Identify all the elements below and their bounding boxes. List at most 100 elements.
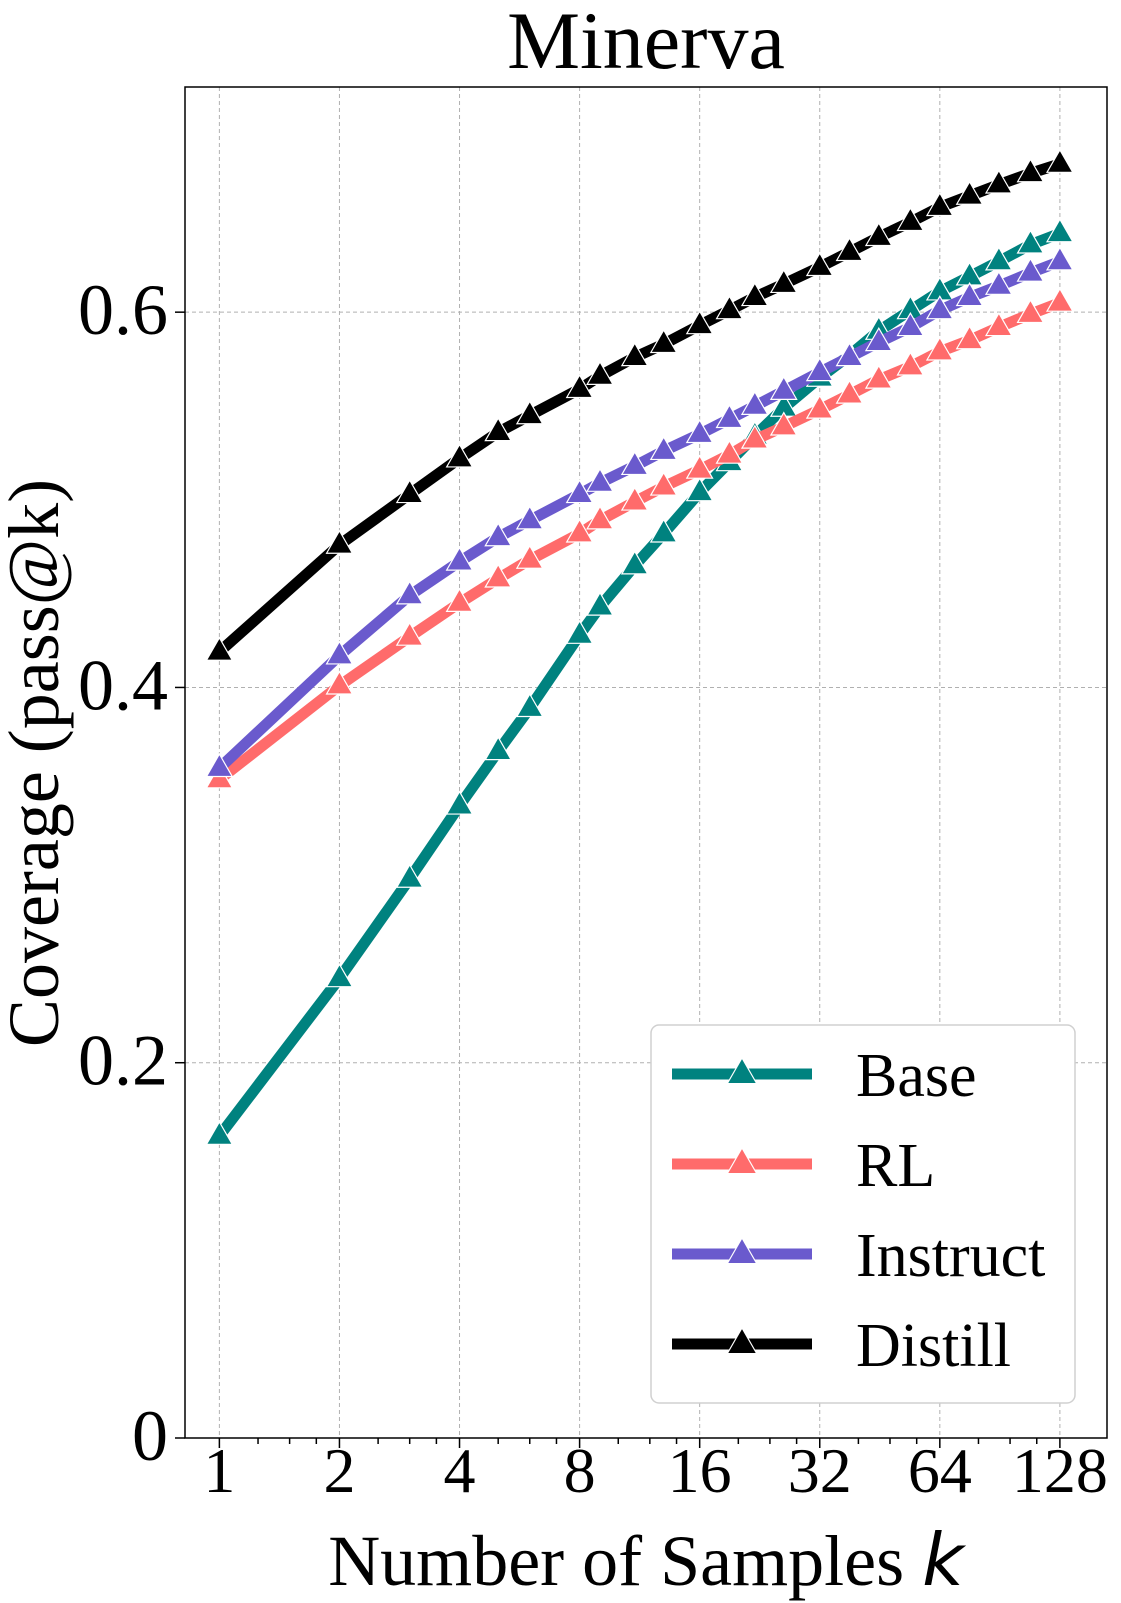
data-point (1016, 158, 1045, 183)
data-point (395, 863, 424, 888)
data-point (1045, 287, 1074, 312)
data-point (649, 435, 678, 461)
data-point (896, 206, 925, 232)
data-point (649, 328, 678, 354)
data-point (740, 424, 769, 449)
y-axis-label: Coverage (pass@k) (0, 479, 74, 1047)
data-point (925, 295, 954, 320)
x-axis-label-text: Number of Samples (328, 1521, 904, 1601)
data-point (565, 373, 594, 399)
series-line (213, 158, 1066, 658)
legend-label: RL (856, 1132, 935, 1200)
data-point (515, 505, 544, 530)
data-point (896, 351, 925, 376)
data-point (1016, 257, 1045, 282)
data-point (1016, 229, 1045, 254)
x-tick-label: 1 (203, 1435, 235, 1506)
plot-frame (184, 86, 1108, 1439)
data-point (769, 268, 798, 294)
data-point (586, 591, 614, 616)
data-point (835, 341, 864, 367)
data-point (984, 311, 1013, 337)
data-point (649, 518, 678, 543)
series-distill (205, 148, 1074, 661)
x-tick-label: 32 (788, 1435, 852, 1506)
data-point (685, 310, 714, 335)
x-tick-label: 128 (1012, 1435, 1108, 1506)
y-tick-label: 0 (132, 1396, 168, 1476)
legend: Base RL Instruct Distill (650, 1024, 1076, 1404)
data-point (955, 325, 984, 350)
data-point (1045, 148, 1074, 173)
legend-entry-distill: Distill (672, 1312, 1011, 1380)
data-point (1016, 298, 1045, 324)
data-point (484, 563, 513, 588)
data-point (395, 580, 424, 605)
data-point (955, 180, 984, 205)
data-point (515, 544, 544, 569)
data-point (565, 478, 594, 504)
series-rl (205, 287, 1074, 789)
data-point (586, 467, 614, 492)
data-point (740, 390, 769, 415)
data-point (205, 1120, 234, 1145)
data-point (835, 379, 864, 404)
x-tick-label: 64 (908, 1435, 972, 1506)
data-point (325, 640, 354, 665)
data-point (835, 236, 864, 262)
data-point (864, 221, 893, 247)
data-point (715, 439, 744, 464)
data-point (984, 246, 1013, 271)
data-point (620, 341, 649, 367)
data-point (445, 443, 474, 468)
data-point (649, 471, 678, 496)
data-point (484, 736, 513, 761)
y-tick-label: 0.2 (78, 1021, 168, 1101)
data-point (445, 790, 474, 815)
legend-entry-base: Base (672, 1042, 977, 1110)
data-point (395, 478, 424, 504)
data-point (586, 505, 614, 530)
data-point (925, 336, 954, 361)
data-point (984, 169, 1013, 194)
x-tick-label: 16 (668, 1435, 732, 1506)
series-group (205, 148, 1074, 1145)
legend-entry-rl: RL (672, 1132, 935, 1200)
series-instruct (205, 246, 1074, 778)
data-point (325, 670, 354, 695)
data-point (769, 375, 798, 400)
data-point (864, 364, 893, 389)
data-point (685, 418, 714, 444)
data-point (685, 454, 714, 479)
data-point (864, 326, 893, 352)
data-point (325, 529, 354, 554)
data-point (769, 411, 798, 436)
data-point (205, 752, 234, 778)
data-point (715, 403, 744, 429)
data-point (984, 270, 1013, 295)
x-axis-label: Number of Samples k (328, 1518, 967, 1602)
data-point (1045, 218, 1074, 243)
data-point (484, 522, 513, 547)
data-point (896, 311, 925, 337)
data-point (715, 295, 744, 320)
chart-title: Minerva (507, 0, 785, 86)
legend-box (650, 1024, 1076, 1404)
x-tick-label: 4 (444, 1435, 476, 1506)
data-point (955, 281, 984, 307)
data-point (685, 477, 714, 502)
data-point (805, 357, 834, 382)
data-point (445, 546, 474, 571)
data-point (395, 621, 424, 646)
data-point (515, 400, 544, 425)
data-point (740, 281, 769, 307)
legend-label: Instruct (856, 1222, 1045, 1290)
data-point (325, 963, 354, 988)
x-tick-label: 8 (564, 1435, 596, 1506)
data-point (515, 692, 544, 718)
axis-ticks: 1 2 4 8 16 32 64 128 0 0.2 0.4 0.6 (78, 270, 1108, 1506)
data-point (1045, 246, 1074, 271)
data-point (620, 550, 649, 575)
x-tick-label: 2 (323, 1435, 355, 1506)
data-point (205, 636, 234, 661)
